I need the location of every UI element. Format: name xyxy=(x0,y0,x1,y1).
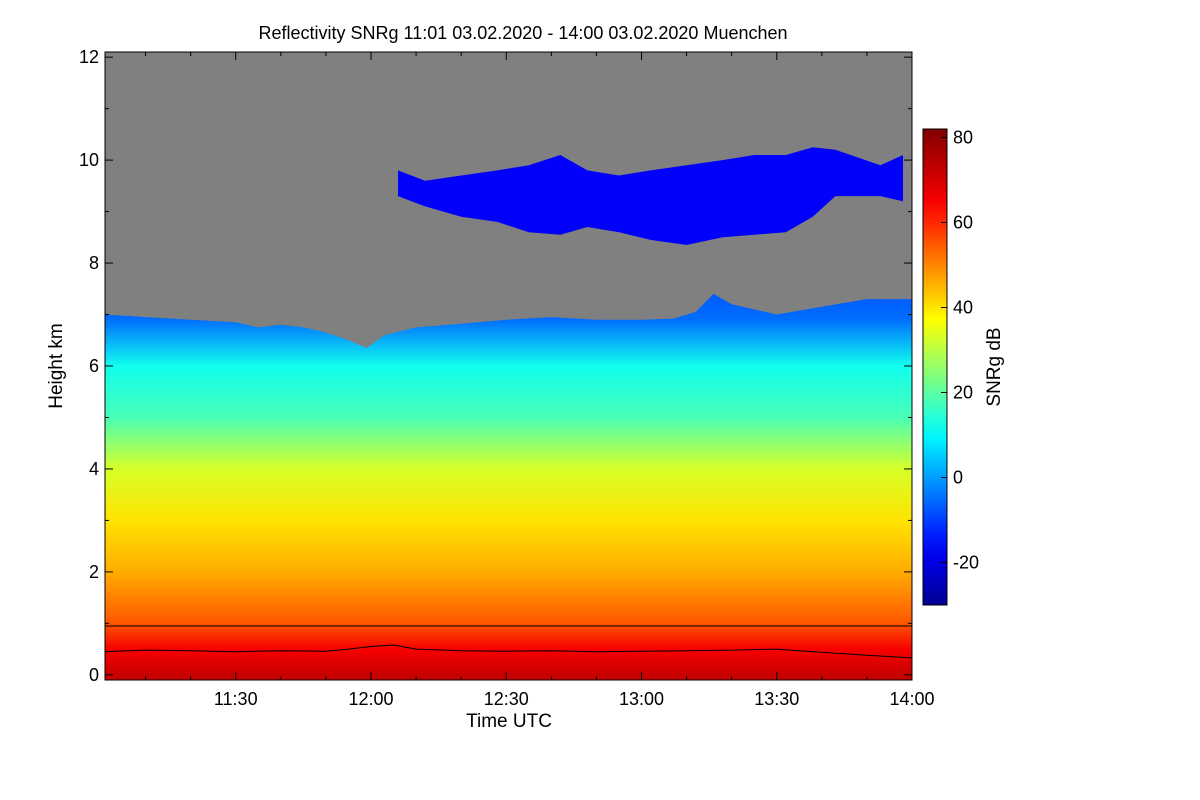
plot-area xyxy=(105,52,912,680)
boundary-layer-line xyxy=(105,644,912,659)
colorbar-tick-label: 60 xyxy=(953,213,973,233)
colorbar-ticks: 80 60 40 20 0 -20 xyxy=(941,128,979,573)
x-tick-label: 12:30 xyxy=(484,689,529,709)
colorbar: 80 60 40 20 0 -20 SNRg dB xyxy=(922,128,1005,606)
x-axis: 11:30 12:00 12:30 13:00 13:30 14:00 xyxy=(145,52,935,709)
y-tick-label: 10 xyxy=(79,150,99,170)
colorbar-tick-label: 20 xyxy=(953,383,973,403)
y-tick-label: 8 xyxy=(89,253,99,273)
x-tick-label: 14:00 xyxy=(889,689,934,709)
colorbar-scale xyxy=(922,128,948,606)
y-tick-label: 0 xyxy=(89,665,99,685)
chart-title: Reflectivity SNRg 11:01 03.02.2020 - 14:… xyxy=(258,23,787,43)
x-tick-label: 11:30 xyxy=(214,689,258,709)
y-tick-label: 12 xyxy=(79,47,99,67)
x-tick-label: 13:30 xyxy=(754,689,799,709)
cloud-region xyxy=(398,147,903,245)
colorbar-tick-label: 40 xyxy=(953,298,973,318)
y-tick-label: 6 xyxy=(89,356,99,376)
y-tick-label: 4 xyxy=(89,459,99,479)
colorbar-tick-label: 0 xyxy=(953,468,963,488)
x-tick-label: 13:00 xyxy=(619,689,664,709)
upper-cloud-layer xyxy=(398,147,903,245)
y-axis-label: Height km xyxy=(46,323,67,409)
y-tick-label: 2 xyxy=(89,562,99,582)
x-axis-label: Time UTC xyxy=(466,711,552,732)
colorbar-tick-label: 80 xyxy=(953,128,973,148)
x-tick-label: 12:00 xyxy=(348,689,393,709)
colorbar-tick-label: -20 xyxy=(953,553,979,573)
signal-area xyxy=(105,293,912,680)
y-axis: 0 2 4 6 8 10 12 xyxy=(79,47,912,685)
colorbar-label: SNRg dB xyxy=(984,327,1005,406)
